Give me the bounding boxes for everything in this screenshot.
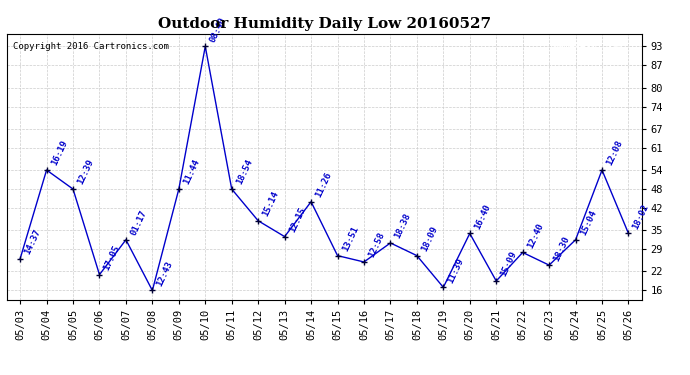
Text: 11:39: 11:39 bbox=[446, 256, 466, 285]
Text: 08:40: 08:40 bbox=[208, 15, 228, 44]
Text: 15:04: 15:04 bbox=[578, 209, 598, 237]
Title: Outdoor Humidity Daily Low 20160527: Outdoor Humidity Daily Low 20160527 bbox=[158, 17, 491, 31]
Text: 18:30: 18:30 bbox=[552, 234, 571, 262]
Text: 12:39: 12:39 bbox=[76, 158, 95, 186]
Text: 01:17: 01:17 bbox=[129, 209, 148, 237]
Text: 16:19: 16:19 bbox=[50, 139, 69, 167]
Text: 18:09: 18:09 bbox=[420, 225, 439, 253]
Text: 17:05: 17:05 bbox=[102, 244, 121, 272]
Text: 13:51: 13:51 bbox=[340, 225, 359, 253]
Text: Copyright 2016 Cartronics.com: Copyright 2016 Cartronics.com bbox=[13, 42, 169, 51]
Text: 15:09: 15:09 bbox=[499, 250, 518, 278]
Text: 12:43: 12:43 bbox=[155, 260, 175, 288]
Text: 12:15: 12:15 bbox=[288, 206, 307, 234]
Text: 18:54: 18:54 bbox=[235, 158, 254, 186]
Text: 11:26: 11:26 bbox=[314, 171, 333, 199]
Text: 12:08: 12:08 bbox=[605, 139, 624, 167]
Text: 12:40: 12:40 bbox=[526, 222, 545, 250]
Text: 11:44: 11:44 bbox=[181, 158, 201, 186]
Text: 18:38: 18:38 bbox=[393, 212, 413, 240]
Text: 16:40: 16:40 bbox=[473, 202, 492, 231]
Text: 12:58: 12:58 bbox=[367, 231, 386, 259]
Text: 15:14: 15:14 bbox=[261, 190, 280, 218]
Text: 18:02: 18:02 bbox=[631, 202, 651, 231]
Text: 14:37: 14:37 bbox=[23, 228, 42, 256]
